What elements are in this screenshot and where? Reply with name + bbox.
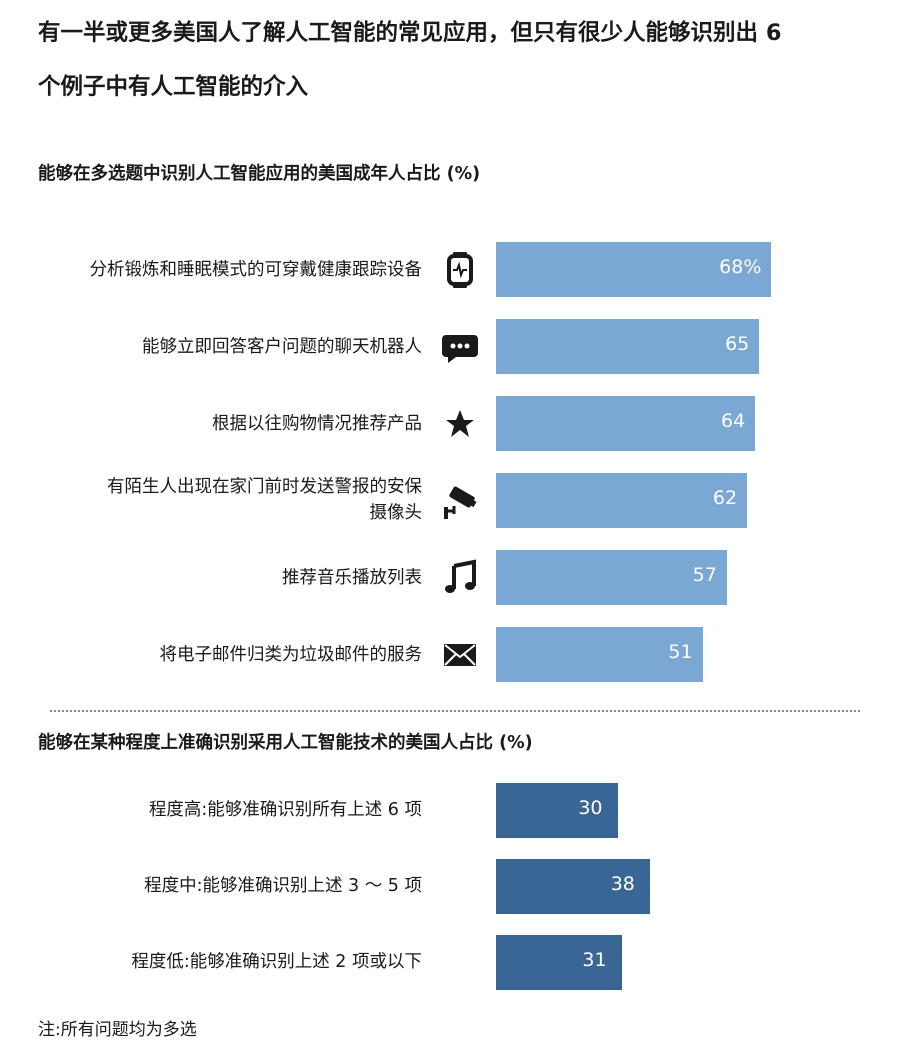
section-1-subtitle: 能够在多选题中识别人工智能应用的美国成年人占比 (%) [38, 164, 481, 184]
category-label: 程度低:能够准确识别上述 2 项或以下 [131, 952, 422, 972]
category-label: 有陌生人出现在家门前时发送警报的安保摄像头 [0, 474, 422, 526]
bar [496, 319, 760, 374]
value-label: 62 [712, 487, 738, 509]
section-2-subtitle: 能够在某种程度上准确识别采用人工智能技术的美国人占比 (%) [38, 733, 533, 753]
chart-title: 有一半或更多美国人了解人工智能的常见应用，但只有很少人能够识别出 6 个例子中有… [38, 6, 908, 114]
bar [496, 783, 618, 838]
value-label: 30 [578, 797, 603, 819]
bar [496, 627, 703, 682]
value-label: 57 [692, 564, 717, 586]
bar [496, 473, 748, 528]
value-label: 51 [668, 641, 693, 663]
envelope-icon [440, 635, 480, 675]
footnote: 注:所有问题均为多选 [38, 1020, 197, 1040]
value-label: 38 [610, 873, 635, 895]
category-label: 程度中:能够准确识别上述 3 ～ 5 项 [144, 876, 422, 896]
music-note-icon [440, 558, 480, 598]
category-label-line: 根据以往购物情况推荐产品 [212, 414, 422, 434]
smartwatch-icon [440, 250, 480, 290]
title-line-1: 有一半或更多美国人了解人工智能的常见应用，但只有很少人能够识别出 6 [38, 20, 782, 46]
chat-bubble-icon [440, 327, 480, 367]
category-label-line: 能够立即回答客户问题的聊天机器人 [142, 337, 422, 357]
category-label-line: 摄像头 [369, 503, 423, 523]
category-label: 程度高:能够准确识别所有上述 6 项 [148, 800, 422, 820]
category-label: 将电子邮件归类为垃圾邮件的服务 [0, 642, 423, 668]
category-label: 推荐音乐播放列表 [0, 565, 422, 591]
title-line-2: 个例子中有人工智能的介入 [38, 74, 309, 100]
bar [496, 396, 756, 451]
value-label: 31 [582, 949, 607, 971]
category-label: 能够立即回答客户问题的聊天机器人 [0, 334, 422, 360]
bar [496, 550, 727, 605]
category-label: 分析锻炼和睡眠模式的可穿戴健康跟踪设备 [0, 257, 423, 283]
category-label-line: 分析锻炼和睡眠模式的可穿戴健康跟踪设备 [89, 260, 423, 280]
value-label: 64 [721, 410, 746, 432]
bar [496, 859, 650, 914]
bar [496, 935, 622, 990]
value-label: 65 [725, 333, 750, 355]
star-icon [440, 404, 480, 444]
security-camera-icon [440, 481, 480, 521]
value-label: 68% [719, 256, 762, 278]
bar [496, 242, 772, 297]
category-label: 根据以往购物情况推荐产品 [0, 411, 422, 437]
section-divider [50, 710, 860, 712]
category-label-line: 有陌生人出现在家门前时发送警报的安保 [107, 477, 422, 497]
category-label-line: 将电子邮件归类为垃圾邮件的服务 [159, 645, 423, 665]
category-label-line: 推荐音乐播放列表 [282, 568, 422, 588]
